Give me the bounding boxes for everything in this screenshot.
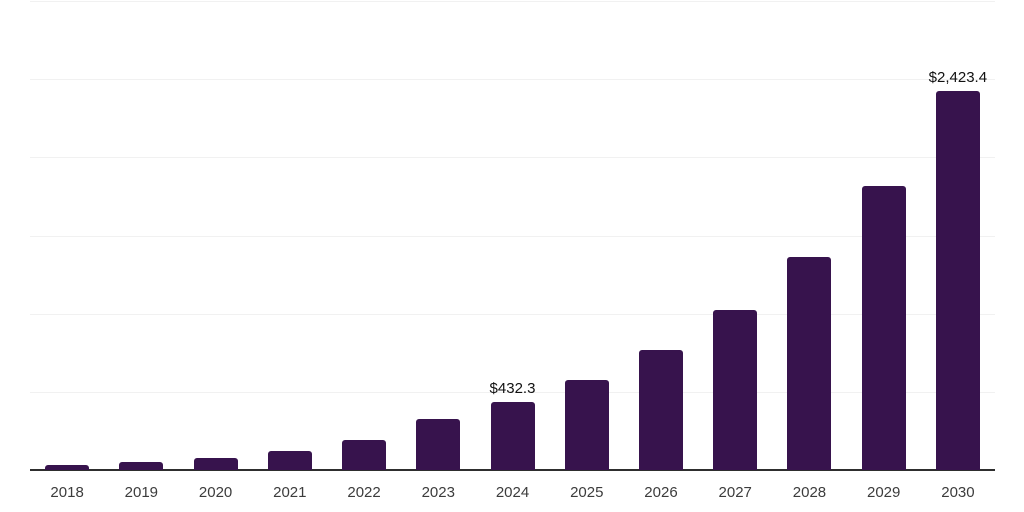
bar-2030 [935, 91, 980, 470]
gridline [30, 157, 995, 159]
gridline [30, 391, 995, 393]
bar-2027 [713, 309, 758, 470]
bar-2028 [787, 256, 832, 470]
gridline [30, 313, 995, 315]
gridline [30, 79, 995, 81]
data-label-2024: $432.3 [489, 380, 536, 398]
x-tick-label-2024: 2024 [495, 484, 530, 501]
plot-area: $432.3 $2,423.4 [30, 0, 995, 471]
data-label-2030: $2,423.4 [928, 69, 988, 87]
x-tick-label-2025: 2025 [570, 484, 604, 501]
gridline [30, 1, 995, 2]
bar-2021 [267, 451, 312, 470]
bar-2019 [119, 461, 164, 470]
bar-2022 [342, 439, 387, 470]
bar-2018 [45, 465, 90, 470]
x-tick-label-2018: 2018 [50, 484, 84, 501]
x-tick-label-2028: 2028 [792, 484, 827, 501]
bar-2020 [193, 458, 238, 470]
x-tick-label-2021: 2021 [273, 484, 307, 501]
x-tick-label-2020: 2020 [198, 484, 233, 501]
x-axis-tick-labels: 2018 2019 2020 2021 2022 2023 2024 2025 2026 2027… [30, 482, 995, 504]
x-tick-label-2026: 2026 [644, 484, 678, 501]
x-tick-label-2027: 2027 [718, 484, 752, 501]
bar-2025 [564, 379, 609, 470]
bar-2029 [861, 185, 906, 470]
x-axis-line [30, 469, 995, 471]
bar-2024 [490, 402, 535, 470]
x-tick-label-2029: 2029 [867, 484, 901, 501]
x-tick-label-2019: 2019 [124, 484, 159, 501]
gridline [30, 235, 995, 237]
bar-2026 [638, 349, 683, 470]
x-tick-label-2022: 2022 [347, 484, 381, 501]
bar-2023 [416, 419, 461, 470]
x-tick-label-2030: 2030 [941, 484, 975, 501]
x-tick-label-2023: 2023 [421, 484, 455, 501]
